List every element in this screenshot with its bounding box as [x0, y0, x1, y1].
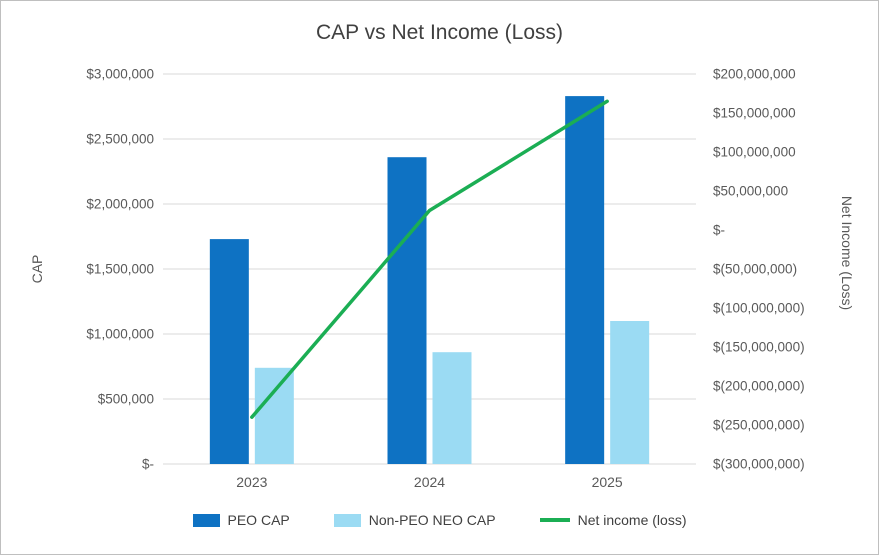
line-net-income-loss[interactable]: [250, 99, 609, 419]
legend-label: Non-PEO NEO CAP: [368, 512, 496, 528]
left-axis-tick-label: $3,000,000: [86, 67, 154, 82]
left-axis-title: CAP: [29, 254, 45, 284]
bar-peo-cap[interactable]: [565, 96, 605, 464]
left-axis-tick-label: $2,500,000: [86, 132, 154, 147]
right-axis-tick-label: $200,000,000: [713, 67, 796, 82]
left-axis-tick-label: $1,000,000: [86, 327, 154, 342]
legend-item-peo-cap[interactable]: PEO CAP: [192, 512, 290, 528]
right-axis-tick-label: $-: [713, 223, 725, 238]
legend: PEO CAP Non-PEO NEO CAP Net income (loss): [1, 512, 878, 528]
bar-non-peo-neo-cap[interactable]: [610, 321, 650, 464]
legend-bar-swatch: [333, 513, 361, 527]
x-axis-category-label: 2025: [592, 474, 623, 490]
left-axis-tick-label: $-: [142, 457, 154, 472]
right-axis-tick-label: $150,000,000: [713, 106, 796, 121]
legend-item-net-income-loss[interactable]: Net income (loss): [539, 512, 687, 528]
legend-line-swatch: [539, 518, 570, 522]
legend-label: Net income (loss): [577, 512, 687, 528]
right-axis-tick-label: $(150,000,000): [713, 340, 805, 355]
x-axis-category-label: 2024: [414, 474, 445, 490]
right-axis-tick-label: $100,000,000: [713, 145, 796, 160]
right-axis-tick-label: $(300,000,000): [713, 457, 805, 472]
left-axis-tick-label: $1,500,000: [86, 262, 154, 277]
left-axis-tick-label: $500,000: [98, 392, 154, 407]
right-axis-tick-label: $(50,000,000): [713, 262, 797, 277]
legend-bar-swatch: [192, 513, 220, 527]
plot-area: $- $500,000 $1,000,000 $1,500,000 $2,000,000…: [86, 67, 805, 491]
x-axis-category-label: 2023: [236, 474, 267, 490]
legend-item-non-peo-neo-cap[interactable]: Non-PEO NEO CAP: [333, 512, 496, 528]
right-axis-title: Net Income (Loss): [839, 195, 855, 311]
left-axis-tick-label: $2,000,000: [86, 197, 154, 212]
right-axis-tick-label: $(200,000,000): [713, 379, 805, 394]
bar-non-peo-neo-cap[interactable]: [254, 367, 294, 464]
bar-non-peo-neo-cap[interactable]: [432, 352, 472, 464]
right-axis-tick-label: $(250,000,000): [713, 418, 805, 433]
legend-label: PEO CAP: [227, 512, 290, 528]
chart-title: CAP vs Net Income (Loss): [315, 21, 564, 44]
bar-peo-cap[interactable]: [209, 239, 249, 464]
right-axis-tick-label: $(100,000,000): [713, 301, 805, 316]
bar-peo-cap[interactable]: [387, 157, 427, 464]
right-axis-tick-label: $50,000,000: [713, 184, 788, 199]
